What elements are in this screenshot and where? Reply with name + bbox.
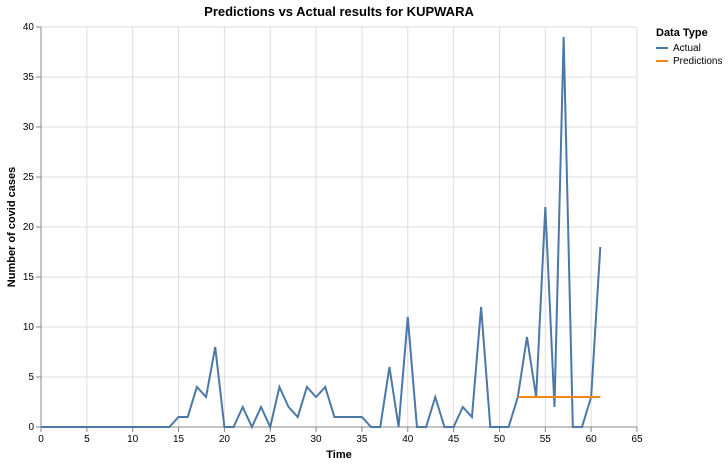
- y-tick-label: 10: [23, 322, 35, 333]
- y-axis-title: Number of covid cases: [6, 167, 18, 287]
- y-tick-label: 0: [28, 422, 34, 433]
- y-tick-label: 35: [23, 72, 35, 83]
- x-tick-label: 40: [402, 434, 414, 445]
- legend-title: Data Type: [656, 27, 708, 39]
- x-tick-label: 10: [127, 434, 139, 445]
- x-tick-label: 30: [311, 434, 323, 445]
- x-tick-label: 60: [586, 434, 598, 445]
- x-tick-label: 5: [84, 434, 90, 445]
- y-tick-label: 25: [23, 172, 35, 183]
- y-tick-label: 20: [23, 222, 35, 233]
- axes: 0 5 10 15 20 25 30 35 40 45 50 55 60 65 0 5 10 15 20 25 30 35…: [23, 22, 643, 445]
- x-tick-label: 45: [448, 434, 460, 445]
- x-axis-title: Time: [326, 449, 351, 461]
- y-tick-label: 5: [28, 372, 34, 383]
- legend-item-predictions: Predictions: [656, 56, 722, 67]
- y-tick-label: 15: [23, 272, 35, 283]
- x-tick-label: 35: [356, 434, 368, 445]
- series-lines: [41, 36, 602, 431]
- chart-title: Predictions vs Actual results for KUPWAR…: [204, 4, 474, 19]
- x-tick-label: 0: [38, 434, 44, 445]
- legend-label: Actual: [673, 43, 701, 54]
- x-tick-label: 25: [265, 434, 277, 445]
- legend-item-actual: Actual: [656, 43, 701, 54]
- legend-label: Predictions: [673, 56, 722, 67]
- y-tick-label: 40: [23, 22, 35, 33]
- series-line-actual: [41, 36, 602, 431]
- x-tick-label: 15: [173, 434, 185, 445]
- x-tick-label: 65: [631, 434, 643, 445]
- y-tick-label: 30: [23, 122, 35, 133]
- x-tick-label: 50: [494, 434, 506, 445]
- legend: Data Type Actual Predictions: [656, 27, 722, 67]
- x-tick-label: 55: [540, 434, 552, 445]
- x-tick-label: 20: [219, 434, 231, 445]
- legend-items: Actual Predictions: [656, 43, 722, 67]
- grid: [40, 26, 638, 428]
